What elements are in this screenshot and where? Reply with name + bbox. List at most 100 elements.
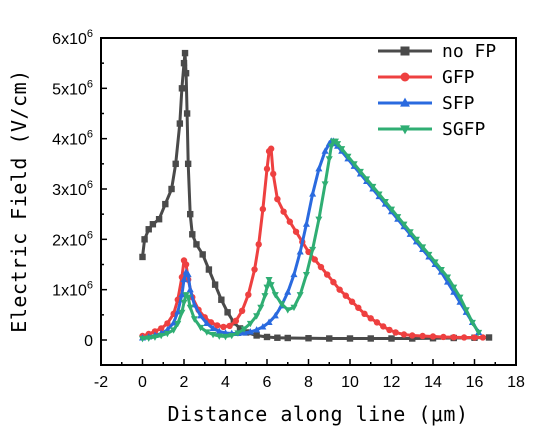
x-axis: -2 0 2 4 6 8 10 12 14 16 18 bbox=[94, 359, 525, 391]
data-point bbox=[284, 334, 291, 342]
data-point bbox=[263, 333, 271, 341]
data-point bbox=[406, 229, 414, 236]
x-tick-label: 10 bbox=[341, 374, 359, 391]
data-point bbox=[270, 170, 277, 178]
data-point bbox=[164, 320, 171, 327]
data-point bbox=[292, 228, 300, 235]
data-point bbox=[253, 313, 261, 320]
data-point bbox=[309, 246, 317, 254]
x-tick-label: 12 bbox=[383, 374, 401, 391]
data-point bbox=[251, 266, 258, 273]
data-point bbox=[178, 309, 186, 317]
legend-label: SFP bbox=[442, 93, 475, 114]
series-line bbox=[142, 139, 480, 340]
data-point bbox=[265, 277, 273, 284]
legend-item: no FP bbox=[378, 41, 496, 62]
x-tick-label: 8 bbox=[304, 374, 313, 391]
x-tick-label: 14 bbox=[424, 374, 442, 391]
data-point bbox=[315, 165, 323, 172]
data-point bbox=[323, 271, 331, 278]
data-point bbox=[232, 317, 240, 325]
data-point bbox=[224, 309, 231, 316]
data-point bbox=[344, 153, 352, 161]
data-point bbox=[327, 143, 335, 151]
legend-item: SFP bbox=[378, 93, 475, 114]
data-point bbox=[172, 160, 179, 168]
data-point bbox=[380, 323, 387, 330]
data-point bbox=[274, 195, 281, 203]
data-point bbox=[485, 334, 493, 341]
data-point bbox=[363, 176, 371, 183]
data-point bbox=[218, 296, 225, 303]
data-point bbox=[267, 282, 275, 289]
data-point bbox=[419, 244, 427, 251]
data-point bbox=[321, 181, 329, 188]
data-point bbox=[284, 307, 292, 314]
data-point bbox=[278, 301, 286, 308]
data-point bbox=[170, 327, 178, 334]
y-tick-label: 3x106 bbox=[52, 179, 93, 199]
data-point bbox=[468, 319, 476, 327]
y-tick-label: 4x106 bbox=[52, 129, 93, 149]
data-point bbox=[174, 307, 182, 315]
x-tick-label: -2 bbox=[94, 374, 108, 391]
data-point bbox=[228, 332, 236, 340]
data-point bbox=[139, 253, 146, 261]
data-point bbox=[141, 236, 148, 243]
legend: no FP GFP SFP SGFP bbox=[378, 41, 496, 140]
data-point bbox=[182, 70, 190, 77]
data-point bbox=[197, 324, 205, 332]
data-point bbox=[290, 270, 298, 278]
data-point bbox=[180, 59, 188, 67]
legend-label: no FP bbox=[442, 41, 496, 62]
data-point bbox=[149, 221, 157, 228]
data-point bbox=[151, 334, 159, 341]
data-point bbox=[182, 261, 190, 268]
data-point bbox=[240, 326, 248, 333]
data-point bbox=[236, 325, 244, 332]
data-point bbox=[263, 165, 271, 173]
data-point bbox=[296, 292, 304, 299]
data-point bbox=[234, 330, 242, 337]
y-tick-label: 5x106 bbox=[52, 78, 93, 98]
data-point bbox=[145, 226, 152, 233]
data-point bbox=[221, 333, 230, 341]
x-tick-label: 6 bbox=[263, 374, 272, 391]
data-point bbox=[271, 312, 279, 319]
data-point bbox=[145, 335, 153, 342]
data-point bbox=[280, 208, 287, 215]
data-point bbox=[176, 120, 184, 127]
legend-item: GFP bbox=[378, 67, 475, 88]
y-axis-label: Electric Field (V/cm) bbox=[7, 69, 31, 332]
data-point bbox=[326, 335, 333, 342]
data-point bbox=[157, 325, 165, 332]
data-point bbox=[296, 248, 304, 255]
data-point bbox=[178, 290, 186, 298]
data-point bbox=[471, 334, 478, 341]
data-point bbox=[412, 236, 420, 244]
data-point bbox=[220, 323, 227, 331]
y-axis: 0 1x106 2x106 3x106 4x106 5x106 6x106 bbox=[52, 28, 107, 350]
legend-item: SGFP bbox=[378, 119, 486, 140]
data-point bbox=[259, 205, 267, 213]
data-point bbox=[309, 190, 317, 197]
data-point bbox=[386, 326, 393, 334]
data-point bbox=[174, 320, 182, 328]
data-point bbox=[456, 294, 464, 302]
data-point bbox=[259, 323, 267, 330]
data-point bbox=[460, 334, 468, 341]
data-point bbox=[190, 316, 198, 323]
data-point bbox=[302, 220, 310, 227]
data-point bbox=[381, 199, 389, 206]
data-point bbox=[336, 286, 343, 293]
data-point bbox=[261, 293, 269, 300]
data-point bbox=[369, 183, 377, 191]
data-point bbox=[356, 168, 364, 176]
data-point bbox=[394, 214, 402, 221]
x-tick-label: 16 bbox=[466, 374, 484, 391]
data-point bbox=[361, 310, 368, 318]
data-point bbox=[186, 304, 194, 312]
data-point bbox=[462, 307, 470, 314]
data-point bbox=[325, 156, 333, 163]
